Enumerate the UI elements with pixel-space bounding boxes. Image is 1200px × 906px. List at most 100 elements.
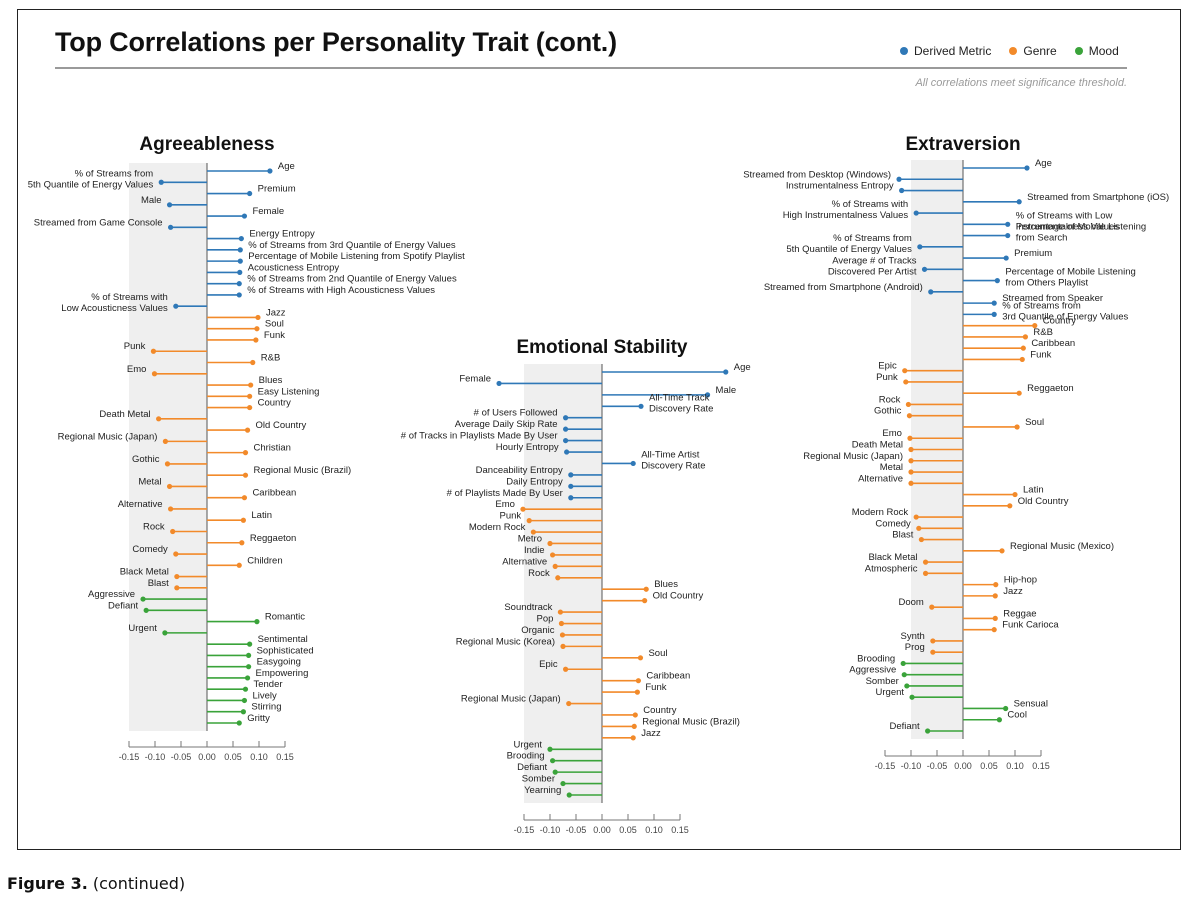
emotional-stability-item-22-label: Pop [537, 614, 554, 625]
emotional-stability-item-22-dot [558, 620, 565, 627]
emotional-stability-item-31-dot [631, 723, 637, 730]
emotional-stability-item-3-label-line: Discovery Rate [649, 403, 713, 414]
extraversion-item-46-label: Somber [866, 676, 899, 687]
extraversion-x-tick-label-2: -0.05 [927, 761, 948, 771]
extraversion-item-32-label: Comedy [875, 518, 911, 529]
agreeableness-item-33-dot [239, 540, 245, 546]
emotional-stability-item-35-label-line: Defiant [517, 762, 547, 773]
emotional-stability-item-17-label-line: Alternative [502, 556, 547, 567]
emotional-stability-item-6-label: # of Tracks in Playlists Made By User [401, 431, 558, 442]
emotional-stability-item-13-label: Punk [500, 511, 522, 522]
agreeableness-item-25-dot [242, 450, 249, 456]
emotional-stability-item-21-dot [557, 609, 564, 615]
extraversion-item-16-dot [1020, 345, 1026, 351]
emotional-stability-item-17-label: Alternative [502, 556, 547, 567]
emotional-stability-item-24-label-line: Regional Music (Korea) [456, 636, 555, 647]
agreeableness-item-3-label: Male [141, 195, 162, 206]
agreeableness-item-26-dot [164, 461, 171, 467]
extraversion-item-46-dot [904, 683, 910, 689]
extraversion-item-27-label: Metal [880, 462, 903, 473]
agreeableness-item-44-label: Easygoing [257, 657, 301, 668]
extraversion-item-30-label: Old Country [1018, 496, 1069, 507]
extraversion-x-tick-label-5: 0.10 [1006, 761, 1024, 771]
extraversion-item-49-dot [996, 717, 1003, 723]
emotional-stability-item-37-label-line: Yearning [524, 785, 561, 796]
agreeableness-item-15-dot [253, 337, 259, 343]
emotional-stability-item-33-label: Urgent [513, 739, 542, 750]
extraversion-item-22-dot [906, 413, 913, 419]
emotional-stability-item-6-label-line: # of Tracks in Playlists Made By User [401, 431, 558, 442]
agreeableness-item-1-label: % of Streams from 5th Quantile of Energy … [28, 168, 154, 190]
extraversion-item-32-label-line: Comedy [875, 518, 911, 529]
agreeableness-item-18-dot [151, 371, 158, 377]
emotional-stability-item-12-dot [520, 506, 526, 512]
emotional-stability-item-2-label-line: Male [716, 385, 737, 396]
extraversion-item-3-label-line: Streamed from Smartphone (iOS) [1027, 192, 1169, 203]
extraversion-item-36-label: Atmospheric [865, 563, 918, 574]
extraversion-item-1-label: Streamed from Desktop (Windows) [743, 169, 891, 180]
agreeableness-item-6-label: Energy Entropy [249, 229, 315, 240]
agreeableness-x-tick-label-5: 0.10 [250, 752, 268, 762]
agreeableness-item-31-dot [240, 517, 246, 523]
agreeableness-item-40-dot [254, 619, 260, 625]
extraversion-item-26-label-line: Regional Music (Japan) [803, 451, 903, 462]
emotional-stability-item-33-label-line: Urgent [513, 739, 542, 750]
extraversion-item-0-dot [1024, 165, 1030, 171]
extraversion-item-20-dot [1016, 390, 1022, 396]
extraversion-x-tick-label-3: 0.00 [954, 761, 972, 771]
extraversion-item-6-label: Percentage of Mobile Listening from Searc… [1016, 222, 1146, 244]
agreeableness-item-38-dot [140, 596, 146, 602]
emotional-stability-item-15-label: Metro [518, 533, 542, 544]
extraversion-item-47-label: Urgent [876, 687, 905, 698]
emotional-stability-item-36-label: Somber [522, 774, 555, 785]
agreeableness-item-15-label-line: Funk [264, 330, 285, 341]
agreeableness-item-13-dot [255, 314, 261, 321]
extraversion-item-2-dot [899, 187, 905, 194]
agreeableness-item-44-label-line: Easygoing [257, 657, 301, 668]
extraversion-item-25-dot [908, 446, 914, 453]
extraversion-item-34-label-line: Regional Music (Mexico) [1010, 541, 1114, 552]
emotional-stability-item-32-label-line: Jazz [641, 728, 661, 739]
extraversion-item-25-label-line: Death Metal [852, 440, 903, 451]
emotional-stability-item-34-dot [550, 758, 556, 764]
emotional-stability-item-14-label-line: Modern Rock [469, 522, 526, 533]
emotional-stability-item-34-label: Brooding [507, 751, 545, 762]
emotional-stability-item-28-label-line: Funk [645, 682, 666, 693]
agreeableness-item-0-label: Age [278, 161, 295, 172]
extraversion-item-45-label: Aggressive [849, 665, 896, 676]
extraversion-item-48-label-line: Sensual [1014, 698, 1048, 709]
emotional-stability-item-29-dot [566, 700, 572, 707]
agreeableness-item-9-label: Acousticness Entropy [248, 262, 340, 273]
extraversion-item-9-label-line: Average # of Tracks [832, 255, 917, 266]
extraversion-item-17-label: Funk [1030, 349, 1051, 360]
extraversion-item-8-dot [1003, 255, 1009, 261]
agreeableness-item-31-label-line: Latin [251, 510, 272, 521]
extraversion-item-4-label: % of Streams with High Instrumentalness V… [783, 199, 909, 221]
agreeableness-item-24-label: Regional Music (Japan) [58, 431, 158, 442]
emotional-stability-item-10-label: Daily Entropy [506, 476, 563, 487]
extraversion-item-13-dot [991, 311, 997, 317]
agreeableness-item-45-label-line: Empowering [256, 668, 309, 679]
agreeableness-item-8-label-line: Percentage of Mobile Listening from Spot… [248, 251, 465, 262]
agreeableness-item-3-dot [166, 202, 173, 208]
emotional-stability-item-11-label: # of Playlists Made By User [447, 488, 563, 499]
extraversion-item-38-dot [992, 593, 998, 599]
agreeableness-item-16-label: Punk [124, 341, 146, 352]
emotional-stability-item-27-label-line: Caribbean [646, 671, 690, 682]
emotional-stability-item-19-label: Blues [654, 579, 678, 590]
extraversion-item-3-label: Streamed from Smartphone (iOS) [1027, 192, 1169, 203]
agreeableness-item-10-dot [236, 281, 242, 287]
extraversion-item-45-label-line: Aggressive [849, 665, 896, 676]
extraversion-item-7-dot [917, 244, 923, 250]
agreeableness-item-38-label-line: Aggressive [88, 589, 135, 600]
emotional-stability-item-11-label-line: # of Playlists Made By User [447, 488, 563, 499]
agreeableness-item-27-label: Regional Music (Brazil) [253, 465, 351, 476]
emotional-stability-item-20-label-line: Old Country [653, 591, 704, 602]
extraversion-item-17-label-line: Funk [1030, 349, 1051, 360]
extraversion-item-24-dot [907, 435, 913, 441]
agreeableness-item-13-label: Jazz [266, 307, 286, 318]
agreeableness-item-30-dot [168, 506, 174, 512]
agreeableness-item-32-label: Rock [143, 521, 165, 532]
emotional-stability-x-tick-label-2: -0.05 [566, 825, 587, 835]
extraversion-item-38-label-line: Jazz [1003, 586, 1023, 597]
